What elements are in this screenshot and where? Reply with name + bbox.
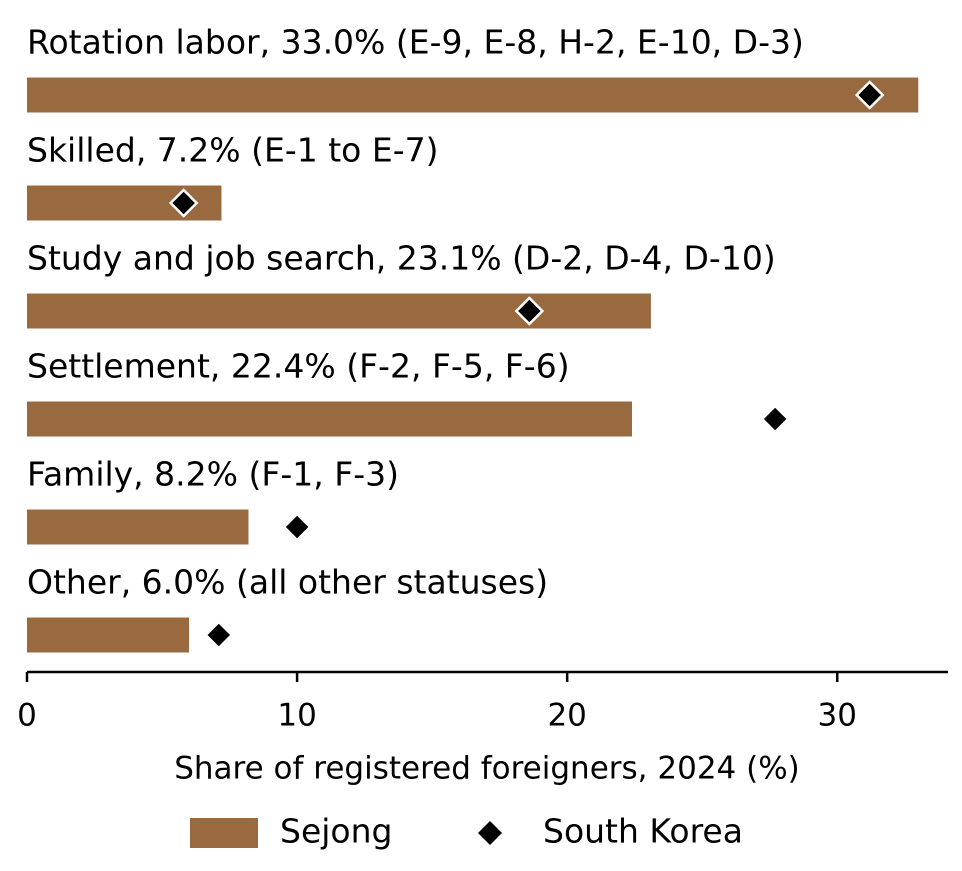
x-tick-label: 20	[547, 698, 586, 734]
diamond-marker	[168, 188, 199, 218]
diamond-marker	[282, 512, 312, 542]
bar	[27, 509, 249, 545]
bar	[27, 293, 651, 329]
diamond-marker	[854, 80, 885, 110]
category-label: Study and job search, 23.1% (D-2, D-4, D…	[27, 239, 776, 278]
bar	[27, 77, 919, 113]
legend-label: Sejong	[280, 812, 392, 851]
category-label: Skilled, 7.2% (E-1 to E-7)	[27, 131, 439, 170]
legend-swatch	[190, 818, 258, 848]
bar	[27, 617, 190, 653]
diamond-marker	[203, 620, 234, 650]
x-tick-label: 10	[277, 698, 316, 734]
category-label: Settlement, 22.4% (F-2, F-5, F-6)	[27, 347, 570, 386]
x-tick-label: 30	[818, 698, 857, 734]
category-label: Rotation labor, 33.0% (E-9, E-8, H-2, E-…	[27, 23, 804, 62]
x-tick-label: 0	[17, 698, 37, 734]
x-axis-title: Share of registered foreigners, 2024 (%)	[174, 751, 800, 787]
bar	[27, 401, 632, 437]
category-label: Other, 6.0% (all other statuses)	[27, 563, 548, 602]
diamond-marker	[514, 296, 545, 326]
legend-label: South Korea	[543, 812, 743, 851]
category-label: Family, 8.2% (F-1, F-3)	[27, 455, 399, 494]
legend-swatch	[478, 821, 502, 845]
diamond-marker	[760, 404, 790, 434]
